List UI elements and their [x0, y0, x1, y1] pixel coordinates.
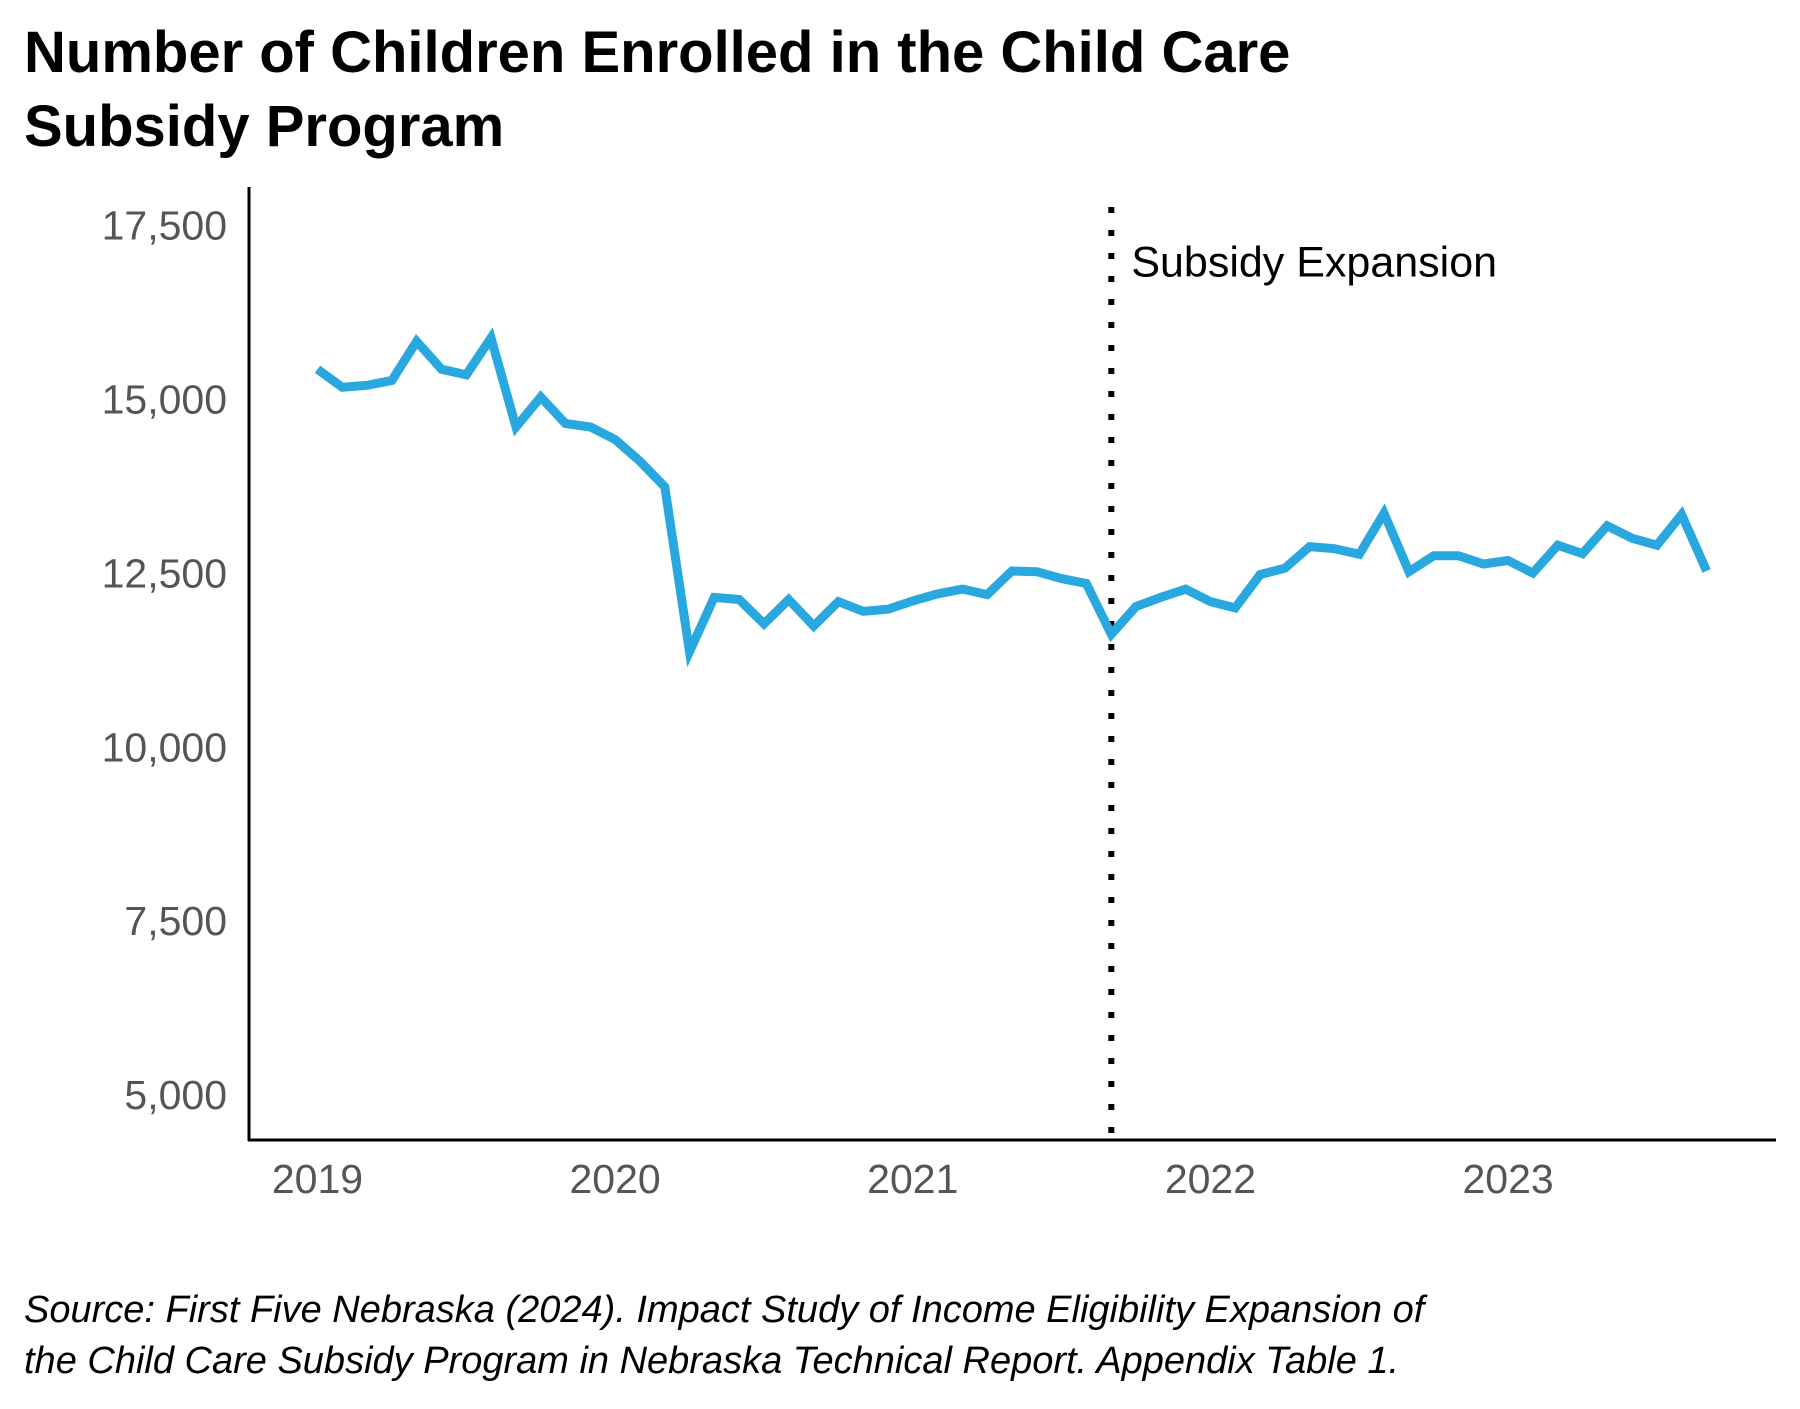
x-tick-label: 2023	[1462, 1156, 1553, 1202]
y-tick-label: 5,000	[124, 1072, 227, 1118]
x-tick-label: 2022	[1165, 1156, 1256, 1202]
data-line	[314, 327, 1711, 668]
chart-title: Number of Children Enrolled in the Child…	[24, 20, 1290, 85]
x-tick-label: 2021	[867, 1156, 958, 1202]
y-tick-label: 10,000	[102, 724, 227, 770]
x-tick-label: 2020	[570, 1156, 661, 1202]
y-tick-label: 17,500	[102, 203, 227, 249]
y-tick-label: 7,500	[124, 898, 227, 944]
source-note: Source: First Five Nebraska (2024). Impa…	[24, 1289, 1428, 1331]
chart-title: Subsidy Program	[24, 94, 504, 159]
y-tick-label: 15,000	[102, 376, 227, 422]
y-tick-label: 12,500	[102, 550, 227, 596]
annotation-label: Subsidy Expansion	[1131, 238, 1497, 286]
x-tick-label: 2019	[272, 1156, 363, 1202]
source-note: the Child Care Subsidy Program in Nebras…	[24, 1340, 1399, 1382]
